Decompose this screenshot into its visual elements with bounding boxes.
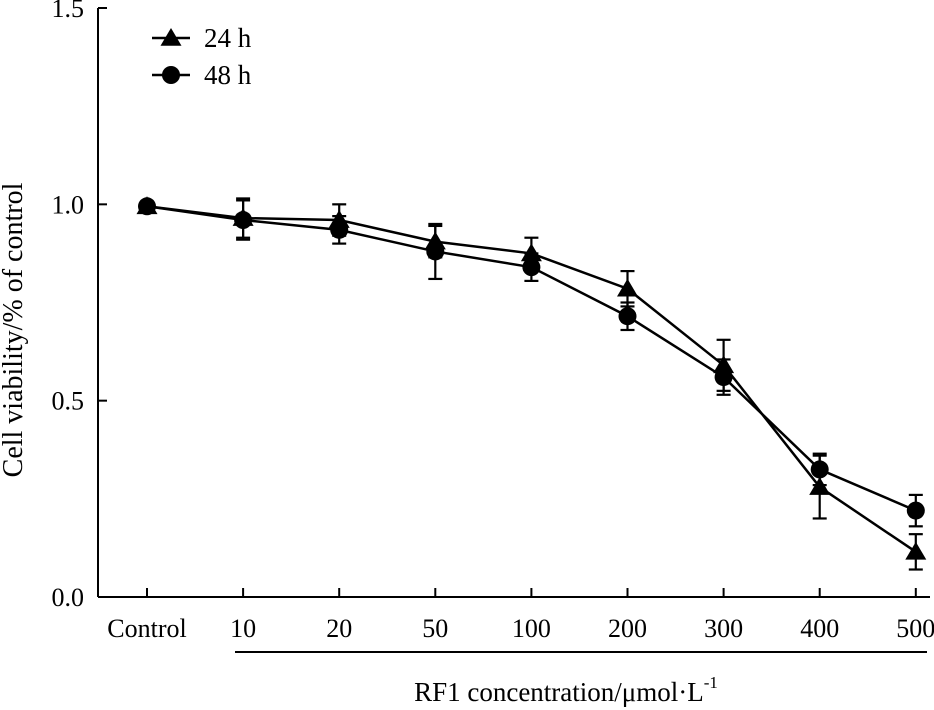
legend-item: 48 h	[152, 60, 252, 90]
data-point-triangle	[232, 208, 254, 226]
data-point-circle	[618, 307, 637, 326]
x-tick-label: 20	[326, 614, 352, 643]
axes: 0.0 0.5 1.0 1.5 Control 10 20 50 100 200 300 400 500	[52, 0, 934, 653]
legend-marker-triangle	[160, 28, 182, 46]
series-24-h	[136, 196, 927, 571]
y-tick-label: 1.0	[52, 190, 85, 219]
y-tick-label: 0.0	[52, 583, 85, 612]
data-point-triangle	[713, 355, 735, 374]
data-point-triangle	[809, 477, 831, 495]
x-tick-label: 400	[800, 614, 839, 643]
data-point-triangle	[328, 210, 350, 228]
data-point-triangle	[905, 541, 927, 560]
x-tick-label: 500	[896, 614, 934, 643]
legend-label: 24 h	[204, 23, 252, 53]
y-axis-label: Cell viability/% of control	[0, 182, 29, 477]
x-tick-label: 50	[422, 614, 448, 643]
data-point-triangle	[136, 196, 158, 215]
data-point-circle	[906, 501, 925, 520]
x-tick-label: 200	[608, 614, 647, 643]
legend-item: 24 h	[152, 23, 252, 53]
legend: 24 h 48 h	[152, 23, 252, 90]
plot-area	[136, 196, 927, 571]
legend-marker-circle	[162, 66, 180, 84]
data-point-triangle	[520, 243, 542, 262]
data-point-triangle	[424, 231, 446, 250]
x-tick-label: Control	[107, 614, 186, 643]
x-tick-label: 10	[230, 614, 256, 643]
data-point-triangle	[617, 278, 638, 297]
x-axis-label: RF1 concentration/μmol·L-1	[414, 673, 718, 707]
y-tick-label: 0.5	[52, 387, 85, 416]
y-tick-label: 1.5	[52, 0, 85, 23]
x-tick-label: 100	[512, 614, 551, 643]
legend-label: 48 h	[204, 60, 252, 90]
x-tick-label: 300	[704, 614, 743, 643]
